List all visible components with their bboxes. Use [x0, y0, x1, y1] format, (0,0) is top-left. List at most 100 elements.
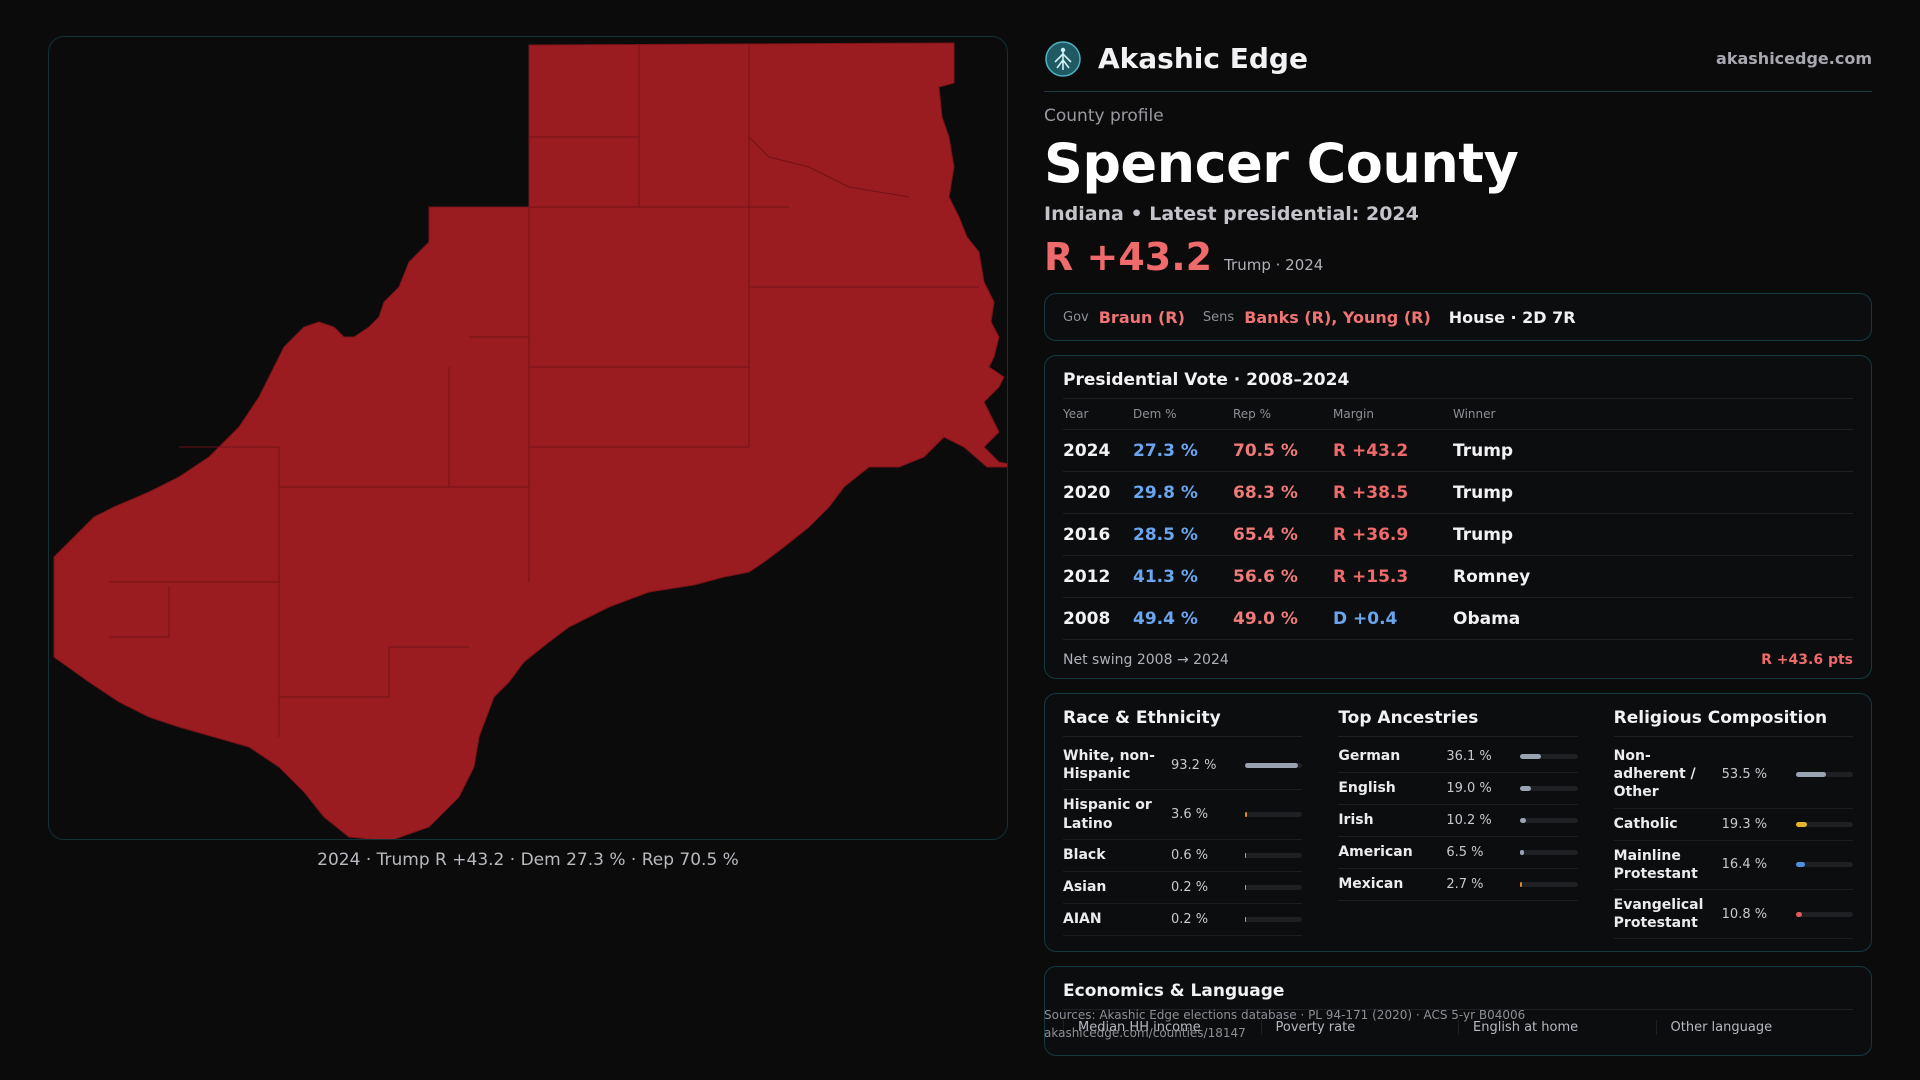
race-bar-fill [1245, 812, 1248, 818]
table-row[interactable]: 2020 29.8 % 68.3 % R +38.5 Trump [1063, 471, 1853, 514]
dem-cell: 29.8 % [1133, 471, 1233, 514]
winner-cell: Trump [1453, 471, 1853, 514]
headline-margin-row: R +43.2 Trump · 2024 [1044, 235, 1872, 279]
county-map[interactable] [49, 37, 1008, 840]
table-row[interactable]: 2008 49.4 % 49.0 % D +0.4 Obama [1063, 597, 1853, 640]
ancestry-row: Mexican 2.7 % [1338, 869, 1578, 901]
county-profile-panel: Akashic Edge akashicedge.com County prof… [1044, 32, 1872, 1057]
race-title: Race & Ethnicity [1063, 708, 1303, 737]
ancestry-bar-fill [1520, 786, 1532, 791]
ancestry-row: German 36.1 % [1338, 741, 1578, 773]
race-row: Asian 0.2 % [1063, 872, 1303, 904]
rep-cell: 70.5 % [1233, 429, 1333, 472]
col-header: Rep % [1233, 399, 1333, 430]
brand[interactable]: Akashic Edge [1044, 40, 1308, 78]
table-row[interactable]: 2024 27.3 % 70.5 % R +43.2 Trump [1063, 429, 1853, 472]
presidential-table: Year Dem % Rep % Margin Winner 2024 27.3 … [1063, 399, 1853, 640]
religion-value: 19.3 % [1721, 816, 1768, 832]
ancestry-row: American 6.5 % [1338, 837, 1578, 869]
religion-row: Catholic 19.3 % [1613, 809, 1853, 841]
religion-column: Religious Composition Non-adherent / Oth… [1613, 708, 1853, 940]
race-label: AIAN [1063, 911, 1102, 928]
ancestry-row: Irish 10.2 % [1338, 805, 1578, 837]
winner-cell: Romney [1453, 555, 1853, 598]
ancestry-label: German [1338, 748, 1401, 765]
demographics-card: Race & Ethnicity White, non-Hispanic 93.2… [1044, 693, 1872, 953]
race-row: White, non-Hispanic 93.2 % [1063, 741, 1303, 791]
winner-cell: Trump [1453, 513, 1853, 556]
sens-label: Sens [1202, 309, 1235, 325]
ancestry-row: English 19.0 % [1338, 773, 1578, 805]
race-bar-track [1245, 812, 1303, 818]
ancestry-value: 2.7 % [1446, 877, 1484, 892]
net-swing-row: Net swing 2008 → 2024 R +43.6 pts [1063, 640, 1853, 668]
race-label: Asian [1063, 879, 1107, 896]
ancestry-value: 19.0 % [1446, 781, 1492, 796]
margin-cell: R +38.5 [1333, 471, 1453, 514]
brand-url-link[interactable]: akashicedge.com [1716, 49, 1872, 68]
township-lines [109, 45, 979, 737]
race-bar-track [1245, 916, 1303, 922]
col-header: Winner [1453, 399, 1853, 430]
race-label: White, non-Hispanic [1063, 748, 1155, 783]
ancestry-bar-track [1520, 882, 1578, 887]
race-bar-fill [1245, 916, 1247, 922]
table-row[interactable]: 2016 28.5 % 65.4 % R +36.9 Trump [1063, 513, 1853, 556]
brand-name: Akashic Edge [1098, 42, 1308, 75]
ancestry-column: Top Ancestries German 36.1 % English 19.0 %… [1338, 708, 1578, 939]
margin-cell: D +0.4 [1333, 597, 1453, 640]
house-delegation: House · 2D 7R [1448, 307, 1576, 327]
year-cell: 2020 [1063, 471, 1133, 514]
ancestry-title: Top Ancestries [1338, 708, 1578, 737]
ancestry-bar-track [1520, 818, 1578, 823]
religion-bar-fill [1795, 862, 1806, 868]
religion-row: Non-adherent / Other 53.5 % [1613, 741, 1853, 809]
religion-bar-track [1795, 771, 1853, 777]
race-value: 3.6 % [1171, 807, 1209, 823]
ancestry-bar-fill [1520, 850, 1525, 855]
race-bar-track [1245, 852, 1303, 858]
brand-header: Akashic Edge akashicedge.com [1044, 32, 1872, 92]
county-permalink[interactable]: akashicedge.com/counties/18147 [1044, 1026, 1246, 1040]
col-header: Dem % [1133, 399, 1233, 430]
race-row: Hispanic or Latino 3.6 % [1063, 790, 1303, 840]
table-header-row: Year Dem % Rep % Margin Winner [1063, 399, 1853, 430]
race-bar-track [1245, 762, 1303, 768]
religion-row: Mainline Protestant 16.4 % [1613, 841, 1853, 890]
winner-cell: Trump [1453, 429, 1853, 472]
county-map-panel[interactable] [48, 36, 1008, 840]
ancestry-bar-track [1520, 786, 1578, 791]
headline-margin: R +43.2 [1044, 235, 1213, 279]
race-value: 0.2 % [1171, 911, 1209, 927]
ancestry-value: 36.1 % [1446, 749, 1492, 764]
rep-cell: 49.0 % [1233, 597, 1333, 640]
religion-bar-track [1795, 821, 1853, 827]
religion-row: Evangelical Protestant 10.8 % [1613, 890, 1853, 940]
ancestry-label: Irish [1338, 812, 1374, 829]
sources-text: Sources: Akashic Edge elections database… [1044, 1008, 1526, 1022]
religion-bar-fill [1795, 771, 1827, 777]
rep-cell: 65.4 % [1233, 513, 1333, 556]
religion-bar-fill [1795, 911, 1802, 917]
tree-of-life-icon [1045, 40, 1081, 77]
margin-cell: R +36.9 [1333, 513, 1453, 556]
dem-cell: 28.5 % [1133, 513, 1233, 556]
winner-cell: Obama [1453, 597, 1853, 640]
year-cell: 2016 [1063, 513, 1133, 556]
table-row[interactable]: 2012 41.3 % 56.6 % R +15.3 Romney [1063, 555, 1853, 598]
net-swing-value: R +43.6 pts [1761, 652, 1853, 668]
race-label: Black [1063, 847, 1106, 864]
race-column: Race & Ethnicity White, non-Hispanic 93.2… [1063, 708, 1303, 939]
religion-value: 53.5 % [1721, 766, 1768, 782]
race-value: 0.6 % [1171, 847, 1209, 863]
race-bar-track [1245, 884, 1303, 890]
map-caption: 2024 · Trump R +43.2 · Dem 27.3 % · Rep … [317, 850, 739, 870]
economics-column-label: English at home [1458, 1020, 1656, 1036]
ancestry-bar-fill [1520, 882, 1522, 887]
religion-label: Mainline Protestant [1613, 847, 1698, 882]
county-shape[interactable] [53, 42, 1008, 840]
religion-bar-track [1795, 862, 1853, 868]
profile-label: County profile [1044, 106, 1164, 126]
year-cell: 2012 [1063, 555, 1133, 598]
sources-footer: Sources: Akashic Edge elections database… [1044, 1006, 1525, 1042]
